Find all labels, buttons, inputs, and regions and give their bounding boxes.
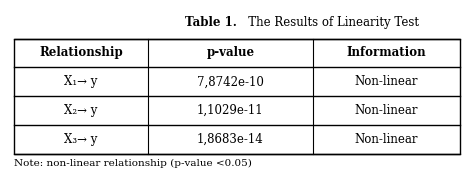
Text: Information: Information bbox=[346, 46, 426, 60]
Text: Non-linear: Non-linear bbox=[355, 75, 418, 88]
Text: Note: non-linear relationship (p-value <0.05): Note: non-linear relationship (p-value <… bbox=[14, 159, 252, 168]
Text: X₂→ y: X₂→ y bbox=[64, 104, 98, 117]
Text: Non-linear: Non-linear bbox=[355, 104, 418, 117]
Text: 7,8742e-10: 7,8742e-10 bbox=[197, 75, 264, 88]
Text: 1,1029e-11: 1,1029e-11 bbox=[197, 104, 264, 117]
Text: Relationship: Relationship bbox=[39, 46, 123, 60]
Text: The Results of Linearity Test: The Results of Linearity Test bbox=[237, 16, 419, 29]
Text: p-value: p-value bbox=[206, 46, 255, 60]
Text: Non-linear: Non-linear bbox=[355, 133, 418, 146]
Text: Table 1.: Table 1. bbox=[185, 16, 237, 29]
Text: X₁→ y: X₁→ y bbox=[64, 75, 98, 88]
Bar bbox=[14, 38, 460, 154]
Text: 1,8683e-14: 1,8683e-14 bbox=[197, 133, 264, 146]
Text: X₃→ y: X₃→ y bbox=[64, 133, 98, 146]
